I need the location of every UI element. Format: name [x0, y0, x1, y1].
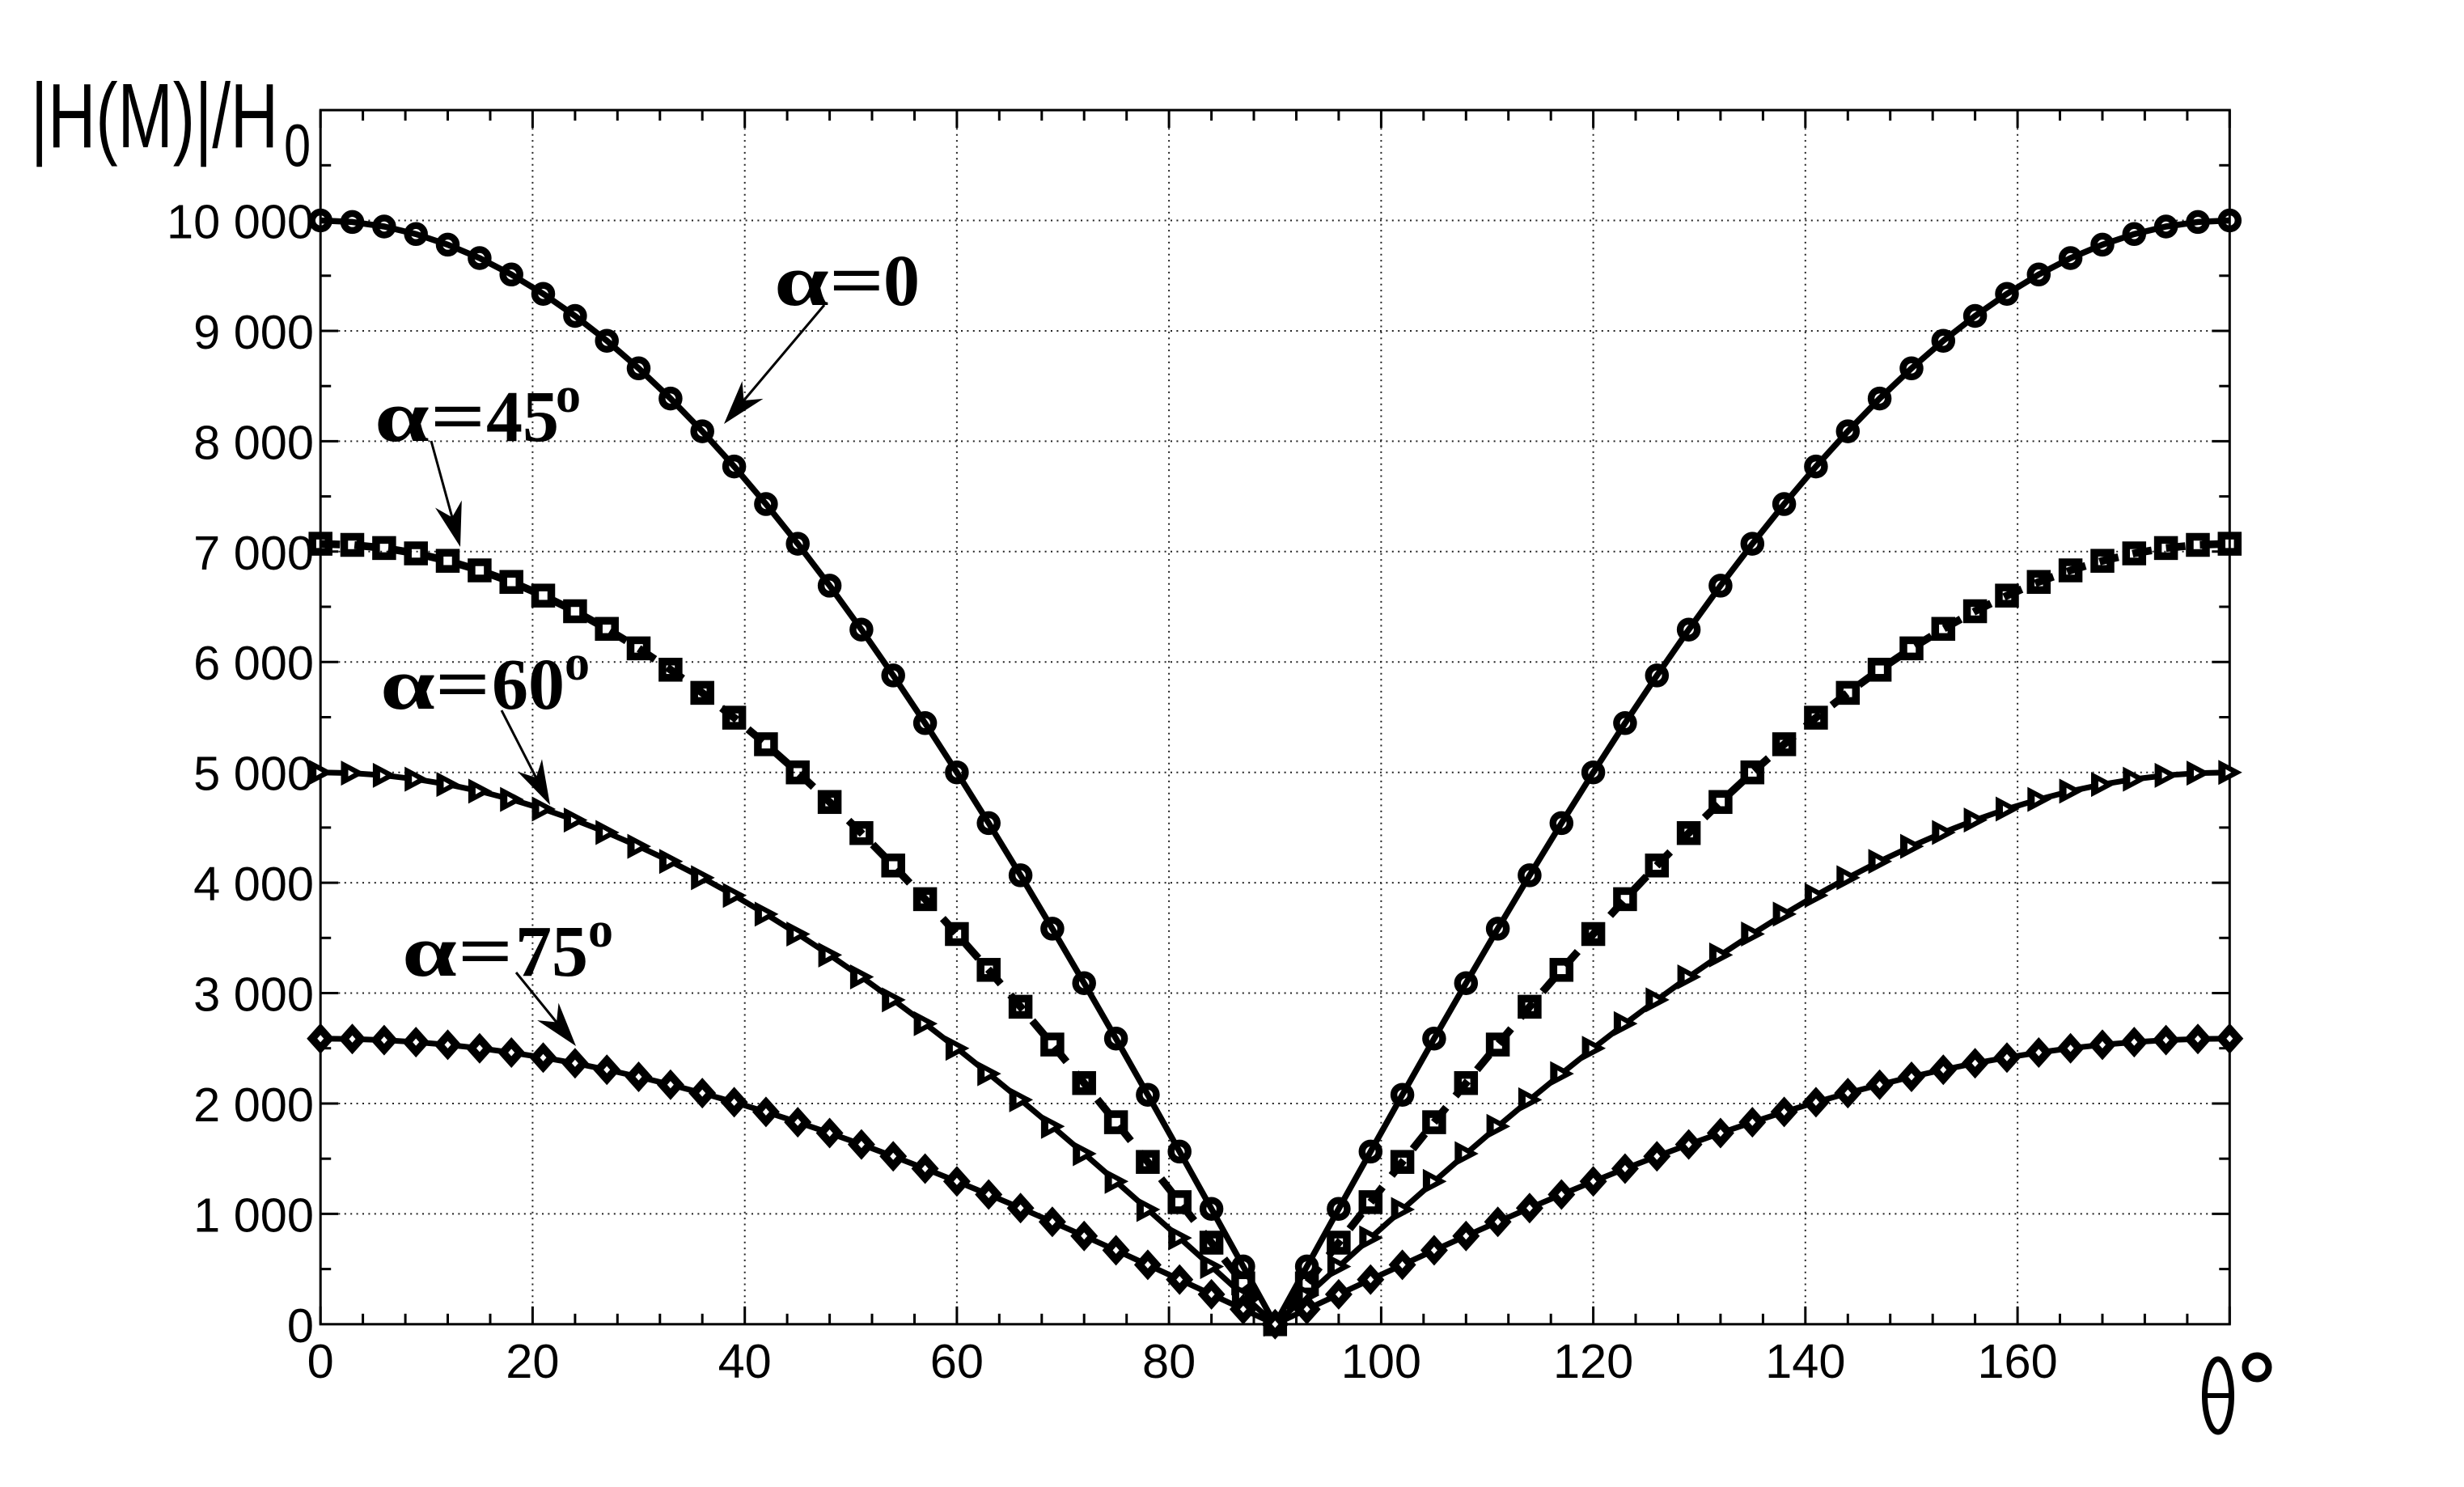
- svg-text:10 000: 10 000: [167, 195, 314, 249]
- svg-text:75: 75: [515, 912, 588, 992]
- svg-text:α: α: [375, 377, 430, 457]
- svg-text:2 000: 2 000: [193, 1078, 314, 1132]
- svg-text:5 000: 5 000: [193, 747, 314, 801]
- svg-text:3 000: 3 000: [193, 968, 314, 1022]
- svg-text:9 000: 9 000: [193, 305, 314, 359]
- svg-text:0: 0: [307, 1334, 334, 1388]
- svg-text:140: 140: [1765, 1334, 1845, 1388]
- svg-text:α: α: [402, 912, 457, 992]
- svg-text:o: o: [565, 636, 590, 691]
- svg-text:1 000: 1 000: [193, 1188, 314, 1242]
- svg-text:α: α: [774, 241, 829, 321]
- svg-text:=: =: [458, 911, 513, 991]
- svg-text:160: 160: [1977, 1334, 2057, 1388]
- svg-text:0: 0: [287, 1298, 314, 1353]
- svg-text:8 000: 8 000: [193, 415, 314, 469]
- svg-text:6 000: 6 000: [193, 636, 314, 690]
- svg-text:o: o: [588, 903, 613, 958]
- svg-text:α: α: [380, 645, 435, 725]
- svg-text:60: 60: [930, 1334, 984, 1388]
- svg-text:60: 60: [492, 645, 565, 725]
- svg-text:0: 0: [883, 241, 920, 321]
- svg-text:100: 100: [1341, 1334, 1421, 1388]
- svg-text:0: 0: [284, 112, 311, 180]
- svg-text:40: 40: [718, 1334, 772, 1388]
- svg-text:20: 20: [506, 1334, 559, 1388]
- svg-text:=: =: [430, 376, 485, 456]
- svg-text:|H(M)|/H: |H(M)|/H: [31, 65, 278, 167]
- svg-text:120: 120: [1553, 1334, 1633, 1388]
- svg-text:80: 80: [1142, 1334, 1196, 1388]
- svg-text:=: =: [435, 644, 490, 724]
- svg-text:4 000: 4 000: [193, 857, 314, 911]
- svg-text:7 000: 7 000: [193, 526, 314, 580]
- svg-text:=: =: [829, 240, 884, 320]
- svg-text:45: 45: [486, 377, 559, 457]
- svg-text:o: o: [556, 368, 581, 423]
